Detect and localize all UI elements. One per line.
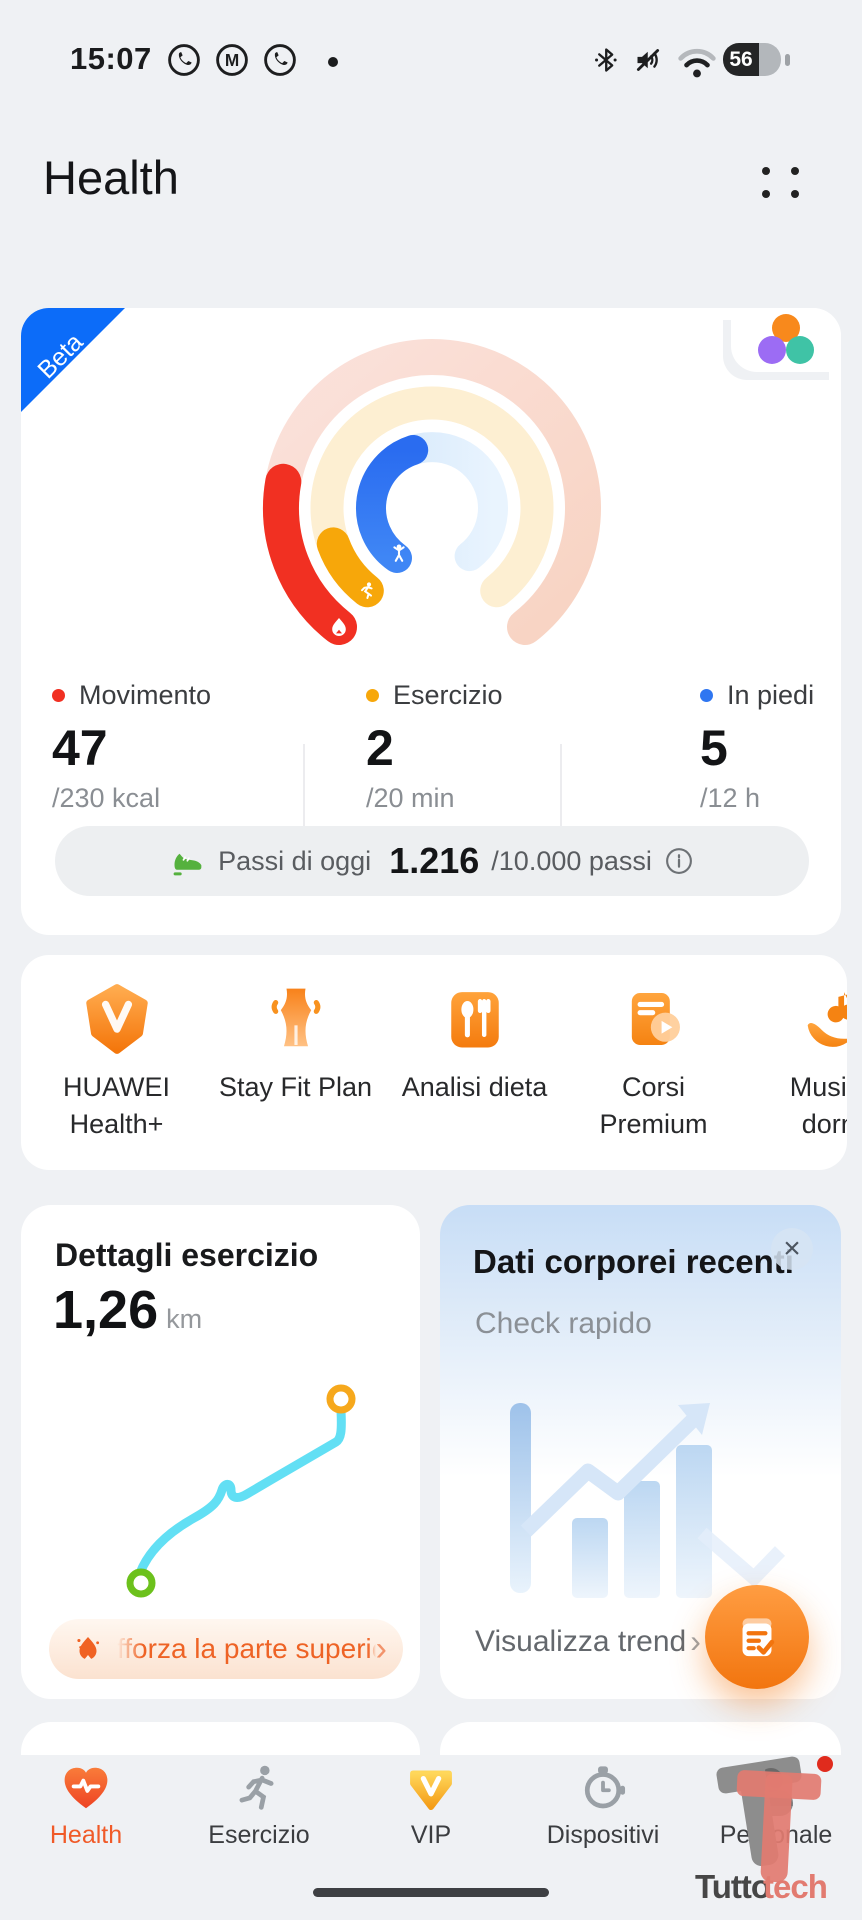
gmail-notification-icon: M	[216, 44, 248, 76]
clock: 15:07	[70, 41, 152, 76]
page-title: Health	[43, 151, 179, 204]
stat-in-piedi: In piedi 5 /12 h	[700, 680, 814, 814]
exercise-distance-unit: km	[166, 1304, 203, 1334]
steps-label: Passi di oggi	[218, 845, 372, 876]
sleep-music-icon	[807, 992, 847, 1047]
bluetooth-icon	[595, 48, 617, 72]
stat-goal: /230 kcal	[52, 783, 161, 813]
nav-tab-health[interactable]: Health	[16, 1761, 156, 1850]
battery-percent: 56	[723, 43, 759, 76]
stat-esercizio: Esercizio 2 /20 min	[366, 680, 503, 814]
in-piedi-dot-icon	[700, 689, 713, 702]
nav-tab-vip[interactable]: VIP	[361, 1761, 501, 1850]
route-end-marker	[326, 1384, 356, 1414]
health-clover-button[interactable]	[731, 308, 841, 372]
tip-marquee-text: fforza la parte superior	[117, 1633, 376, 1664]
steps-goal: /10.000 passi	[491, 845, 652, 876]
volume-muted-icon	[636, 49, 660, 71]
shortcut-huawei-health-plus[interactable]: HUAWEI Health+	[27, 955, 206, 1170]
view-trend-link[interactable]: Visualizza trend ›	[475, 1623, 701, 1659]
shortcut-corsi-premium[interactable]: Corsi Premium	[564, 955, 743, 1170]
health-clover-icon	[756, 314, 816, 366]
runner-icon	[361, 582, 373, 599]
stay-fit-plan-icon	[271, 988, 320, 1047]
flame-icon	[77, 1636, 100, 1660]
stat-value: 47	[52, 720, 108, 776]
close-icon[interactable]: ×	[771, 1228, 813, 1270]
shortcut-stay-fit-plan[interactable]: Stay Fit Plan	[206, 955, 385, 1170]
home-indicator[interactable]	[313, 1888, 549, 1897]
nav-tab-personale[interactable]: Personale	[706, 1761, 846, 1850]
steps-pill[interactable]: Passi di oggi 1.216 /10.000 passi	[55, 826, 809, 896]
battery-level-fill	[759, 43, 781, 76]
checklist-icon	[742, 1618, 775, 1657]
chevron-right-icon: ›	[690, 1623, 701, 1659]
divider	[560, 744, 562, 836]
movimento-dot-icon	[52, 689, 65, 702]
exercise-tip-banner[interactable]: fforza la parte superior ›	[49, 1619, 403, 1679]
shortcut-analisi-dieta[interactable]: Analisi dieta	[385, 955, 564, 1170]
shortcut-musica-dormire[interactable]: Musicadorm	[743, 955, 847, 1170]
battery-indicator: 56	[723, 43, 781, 76]
steps-value: 1.216	[389, 840, 480, 881]
huawei-health-plus-icon	[85, 984, 148, 1054]
exercise-details-card[interactable]: Dettagli esercizio 1,26 km fforza la part…	[21, 1205, 420, 1699]
exercise-card-title: Dettagli esercizio	[55, 1237, 319, 1273]
activity-rings-card[interactable]: Beta	[21, 308, 841, 935]
health-log-fab[interactable]	[705, 1585, 809, 1689]
runner-icon	[239, 1765, 274, 1810]
whatsapp-notification-icon	[168, 44, 200, 76]
divider	[303, 744, 305, 836]
premium-courses-icon	[631, 993, 680, 1045]
heart-ecg-icon	[64, 1767, 108, 1809]
info-icon[interactable]	[664, 846, 694, 876]
vip-badge-icon	[410, 1770, 452, 1811]
activity-rings	[263, 339, 601, 645]
status-bar: 15:07 M 56	[0, 38, 862, 84]
shoe-icon	[173, 853, 202, 876]
stat-label: Movimento	[79, 680, 212, 710]
watch-icon	[584, 1766, 626, 1809]
stat-label: Esercizio	[393, 680, 503, 710]
whatsapp-notification-icon	[264, 44, 296, 76]
chevron-right-icon: ›	[375, 1630, 387, 1668]
flame-icon	[332, 618, 346, 636]
beta-label: Beta	[32, 328, 89, 385]
body-card-title: Dati corporei recenti	[473, 1243, 794, 1280]
nav-tab-esercizio[interactable]: Esercizio	[189, 1761, 329, 1850]
stat-value: 2	[366, 720, 394, 776]
svg-text:M: M	[225, 50, 239, 70]
stat-value: 5	[700, 720, 728, 776]
grid-menu-icon[interactable]	[762, 167, 799, 198]
stat-goal: /20 min	[366, 783, 455, 813]
stat-movimento: Movimento 47 /230 kcal	[52, 680, 211, 814]
stat-goal: /12 h	[700, 783, 761, 813]
route-map	[126, 1384, 356, 1598]
wifi-icon	[678, 48, 716, 78]
standing-person-icon	[393, 544, 405, 562]
diet-analysis-icon	[450, 992, 499, 1048]
beta-ribbon: Beta	[21, 308, 125, 412]
esercizio-dot-icon	[366, 689, 379, 702]
notification-dot-icon	[328, 57, 338, 67]
nav-tab-dispositivi[interactable]: Dispositivi	[533, 1761, 673, 1850]
route-start-marker	[126, 1568, 156, 1598]
person-icon	[759, 1770, 793, 1806]
battery-nub	[785, 54, 790, 66]
stat-label: In piedi	[727, 680, 815, 710]
shortcuts-card: HUAWEI Health+ Stay Fit Plan Analisi diet…	[21, 955, 847, 1170]
trend-chart-illustration	[510, 1403, 786, 1598]
body-card-subtitle: Check rapido	[475, 1307, 652, 1340]
exercise-distance-value: 1,26	[53, 1280, 159, 1340]
